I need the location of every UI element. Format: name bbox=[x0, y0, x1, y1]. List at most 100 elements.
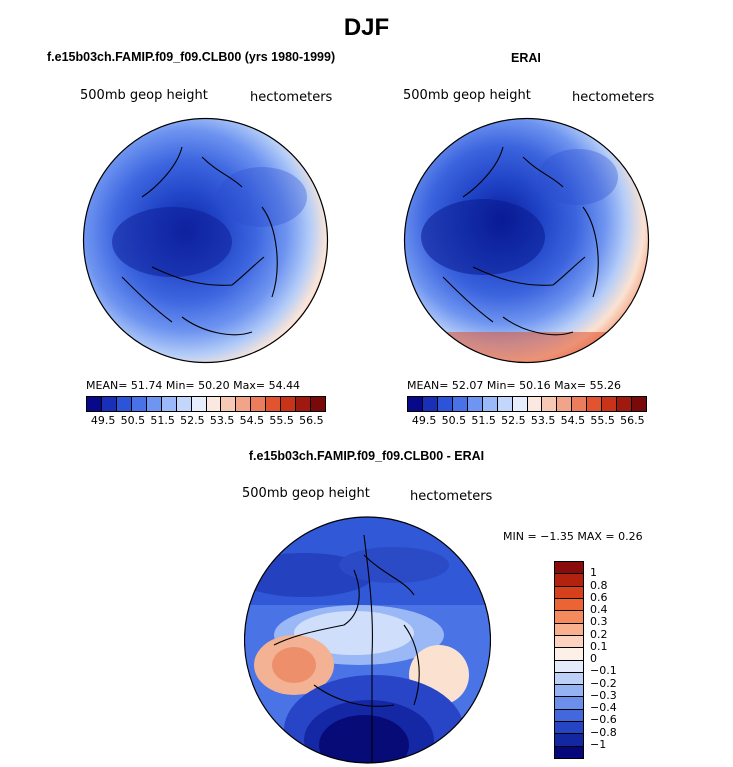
diff-colorbar-swatch bbox=[555, 611, 583, 624]
left-colorbar-swatch bbox=[161, 397, 177, 411]
left-colorbar-swatch bbox=[131, 397, 147, 411]
left-colorbar-tick: 53.5 bbox=[209, 414, 235, 427]
diff-colorbar-swatch bbox=[555, 734, 583, 747]
right-panel-title: ERAI bbox=[511, 51, 541, 65]
left-colorbar-swatch bbox=[87, 397, 102, 411]
left-colorbar-swatch bbox=[266, 397, 282, 411]
diff-colorbar-swatch bbox=[555, 672, 583, 686]
diff-colorbar-swatch bbox=[555, 697, 583, 710]
right-stats: MEAN= 52.07 Min= 50.16 Max= 55.26 bbox=[407, 379, 622, 392]
right-colorbar-swatch bbox=[497, 397, 513, 411]
diff-colorbar-tick: 0 bbox=[590, 652, 597, 665]
left-colorbar-tick: 50.5 bbox=[120, 414, 146, 427]
right-colorbar-tick: 52.5 bbox=[501, 414, 526, 427]
diff-colorbar-swatch bbox=[555, 574, 583, 587]
diff-colorbar-tick: 0.1 bbox=[590, 639, 608, 653]
right-polar-map bbox=[403, 117, 650, 364]
left-colorbar-swatch bbox=[116, 397, 132, 411]
diff-colorbar-swatch bbox=[555, 709, 583, 723]
right-colorbar-swatch bbox=[632, 397, 646, 411]
right-colorbar-swatch bbox=[482, 397, 498, 411]
diff-units-label: hectometers bbox=[410, 489, 493, 504]
left-colorbar-labels: 49.5 50.5 51.5 52.5 53.5 54.5 55.5 56.5 bbox=[86, 414, 324, 428]
right-colorbar-tick: 56.5 bbox=[620, 414, 645, 427]
right-colorbar-tick: 51.5 bbox=[471, 414, 496, 427]
left-panel-title: f.e15b03ch.FAMIP.f09_f09.CLB00 (yrs 1980… bbox=[47, 50, 336, 64]
diff-colorbar-tick: −0.1 bbox=[590, 664, 617, 678]
diff-colorbar-swatch bbox=[555, 685, 583, 698]
left-colorbar-swatch bbox=[191, 397, 207, 411]
right-colorbar bbox=[407, 396, 647, 412]
left-units-label: hectometers bbox=[250, 90, 333, 105]
left-colorbar bbox=[86, 396, 326, 412]
diff-colorbar-tick: −0.8 bbox=[590, 725, 617, 739]
right-units-label: hectometers bbox=[572, 90, 655, 105]
right-colorbar-tick: 53.5 bbox=[530, 414, 556, 427]
right-variable-label: 500mb geop height bbox=[403, 88, 531, 103]
left-colorbar-swatch bbox=[251, 397, 267, 411]
diff-panel-title: f.e15b03ch.FAMIP.f09_f09.CLB00 - ERAI bbox=[248, 449, 485, 463]
right-colorbar-swatch bbox=[527, 397, 543, 411]
right-colorbar-tick: 49.5 bbox=[411, 414, 437, 427]
diff-colorbar-swatch bbox=[555, 648, 583, 661]
diff-colorbar-swatch bbox=[555, 586, 583, 599]
diff-colorbar-tick: −0.6 bbox=[590, 713, 617, 727]
right-colorbar-swatch bbox=[617, 397, 633, 411]
left-colorbar-swatch bbox=[101, 397, 117, 411]
left-colorbar-tick: 54.5 bbox=[239, 414, 265, 427]
right-colorbar-swatch bbox=[422, 397, 438, 411]
right-colorbar-swatch bbox=[408, 397, 423, 411]
diff-colorbar-tick: −0.4 bbox=[590, 701, 617, 714]
diff-colorbar-tick: 0.6 bbox=[590, 590, 608, 604]
left-polar-map bbox=[82, 117, 329, 364]
right-colorbar-labels: 49.5 50.5 51.5 52.5 53.5 54.5 55.5 56.5 bbox=[407, 414, 645, 428]
left-colorbar-swatch bbox=[221, 397, 237, 411]
diff-colorbar bbox=[554, 561, 584, 759]
right-colorbar-swatch bbox=[512, 397, 528, 411]
right-colorbar-tick: 50.5 bbox=[441, 414, 467, 427]
diff-colorbar-tick: −0.3 bbox=[590, 688, 617, 702]
right-colorbar-swatch bbox=[437, 397, 453, 411]
right-colorbar-swatch bbox=[587, 397, 603, 411]
diff-stats: MIN = −1.35 MAX = 0.26 bbox=[503, 530, 643, 543]
left-colorbar-swatch bbox=[236, 397, 252, 411]
diff-colorbar-swatch bbox=[555, 598, 583, 612]
left-colorbar-swatch bbox=[146, 397, 162, 411]
diff-colorbar-swatch bbox=[555, 623, 583, 636]
diff-polar-map bbox=[244, 516, 491, 764]
left-colorbar-tick: 55.5 bbox=[269, 414, 294, 427]
right-colorbar-swatch bbox=[467, 397, 483, 411]
diff-variable-label: 500mb geop height bbox=[242, 486, 370, 501]
diff-colorbar-tick: 1 bbox=[590, 566, 597, 580]
diff-colorbar-tick: 0.4 bbox=[590, 603, 608, 616]
diff-colorbar-tick: 0.8 bbox=[590, 578, 608, 592]
figure-title: DJF bbox=[343, 14, 390, 41]
diff-colorbar-tick: −1 bbox=[590, 737, 607, 751]
right-colorbar-swatch bbox=[557, 397, 573, 411]
left-colorbar-swatch bbox=[176, 397, 192, 411]
diff-colorbar-swatch bbox=[555, 746, 583, 758]
left-colorbar-tick: 52.5 bbox=[180, 414, 205, 427]
right-colorbar-swatch bbox=[542, 397, 558, 411]
left-colorbar-swatch bbox=[311, 397, 325, 411]
diff-colorbar-swatch bbox=[555, 562, 583, 575]
diff-colorbar-tick: 0.2 bbox=[590, 627, 608, 641]
left-colorbar-tick: 56.5 bbox=[299, 414, 324, 427]
diff-colorbar-swatch bbox=[555, 635, 583, 649]
left-colorbar-swatch bbox=[281, 397, 297, 411]
diff-colorbar-swatch bbox=[555, 722, 583, 735]
right-colorbar-swatch bbox=[572, 397, 588, 411]
left-colorbar-swatch bbox=[296, 397, 312, 411]
left-stats: MEAN= 51.74 Min= 50.20 Max= 54.44 bbox=[86, 379, 301, 392]
left-colorbar-swatch bbox=[206, 397, 222, 411]
right-colorbar-swatch bbox=[452, 397, 468, 411]
diff-colorbar-swatch bbox=[555, 660, 583, 673]
diff-colorbar-tick: 0.3 bbox=[590, 615, 608, 629]
left-colorbar-tick: 49.5 bbox=[90, 414, 116, 427]
diff-colorbar-labels: 1 0.8 0.6 0.4 0.3 0.2 0.1 0 −0.1 −0.2 −0.3 −0.4 −0.6… bbox=[590, 561, 630, 757]
right-colorbar-swatch bbox=[602, 397, 618, 411]
right-colorbar-tick: 54.5 bbox=[560, 414, 586, 427]
right-colorbar-tick: 55.5 bbox=[590, 414, 615, 427]
left-variable-label: 500mb geop height bbox=[80, 88, 208, 103]
left-colorbar-tick: 51.5 bbox=[150, 414, 175, 427]
